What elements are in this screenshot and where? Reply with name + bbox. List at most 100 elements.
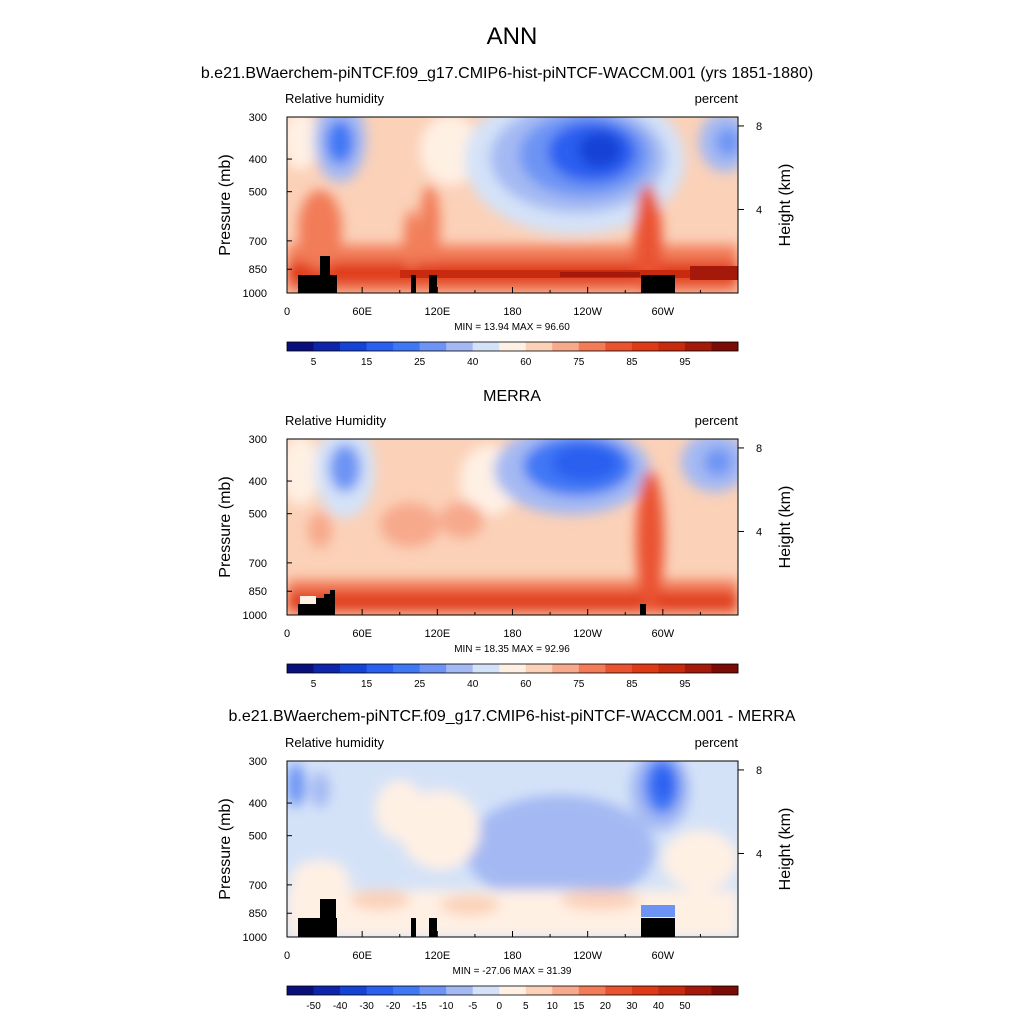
- units-label: percent: [695, 91, 739, 106]
- y2-tick-label: 4: [756, 848, 762, 860]
- colorbar-frame: [286, 985, 739, 996]
- colorbar-swatch: [578, 664, 606, 673]
- colorbar-swatch: [605, 664, 633, 673]
- panel-model: b.e21.BWaerchem-piNTCF.f09_g17.CMIP6-his…: [201, 65, 813, 368]
- y-tick-label: 500: [249, 187, 267, 199]
- colorbar-label: 5: [523, 1001, 529, 1012]
- colorbar-swatch: [525, 342, 553, 351]
- colorbar-label: -40: [333, 1001, 348, 1012]
- colorbar-swatch: [393, 664, 421, 673]
- x-tick-label: 120W: [573, 950, 602, 962]
- colorbar-swatch: [525, 986, 553, 995]
- colorbar-swatch: [340, 342, 367, 351]
- colorbar-swatch: [658, 664, 686, 673]
- x-tick-label: 180: [503, 950, 521, 962]
- colorbar-label: 95: [679, 357, 691, 368]
- colorbar-swatch: [446, 986, 474, 995]
- colorbar-swatch: [472, 664, 500, 673]
- panel-title: b.e21.BWaerchem-piNTCF.f09_g17.CMIP6-his…: [229, 708, 796, 725]
- colorbar-label: 40: [467, 679, 479, 690]
- min-max-stats: MIN = 13.94 MAX = 96.60: [454, 322, 570, 333]
- x-tick-label: 180: [503, 628, 521, 640]
- y-tick-label: 300: [249, 756, 267, 768]
- colorbar-frame: [286, 341, 739, 352]
- colorbar-swatch: [287, 986, 314, 995]
- y2-tick-label: 8: [756, 121, 762, 133]
- colorbar-swatch: [446, 342, 474, 351]
- colorbar-swatch: [605, 342, 633, 351]
- panel-title: b.e21.BWaerchem-piNTCF.f09_g17.CMIP6-his…: [201, 65, 813, 82]
- colorbar-swatch: [472, 342, 500, 351]
- colorbar-swatch: [366, 986, 394, 995]
- y2-axis-label: Height (km): [777, 808, 794, 891]
- colorbar-swatch: [711, 342, 739, 351]
- x-tick-label: 180: [503, 306, 521, 318]
- colorbar-label: -50: [306, 1001, 321, 1012]
- contour-field: [287, 439, 738, 615]
- colorbar-swatch: [631, 342, 659, 351]
- y-tick-label: 850: [249, 908, 267, 920]
- colorbar-swatch: [631, 664, 659, 673]
- x-tick-label: 60E: [352, 306, 372, 318]
- colorbar-swatch: [684, 342, 712, 351]
- y-tick-label: 1000: [243, 288, 267, 300]
- y2-tick-label: 8: [756, 443, 762, 455]
- x-tick-label: 120E: [424, 950, 450, 962]
- colorbar-swatch: [499, 986, 527, 995]
- colorbar-swatch: [313, 342, 341, 351]
- topography: [298, 590, 646, 615]
- units-label: percent: [695, 735, 739, 750]
- page-title: ANN: [487, 23, 538, 50]
- y-axis-label: Pressure (mb): [217, 798, 234, 899]
- colorbar-swatch: [578, 342, 606, 351]
- x-tick-label: 60E: [352, 950, 372, 962]
- colorbar-swatch: [393, 986, 421, 995]
- colorbar-label: -20: [386, 1001, 401, 1012]
- y-axis-label: Pressure (mb): [217, 154, 234, 255]
- colorbar-label: 85: [626, 357, 638, 368]
- x-tick-label: 120W: [573, 306, 602, 318]
- y-tick-label: 300: [249, 434, 267, 446]
- y-tick-label: 400: [249, 154, 267, 166]
- y-tick-label: 300: [249, 112, 267, 124]
- y-tick-label: 1000: [243, 610, 267, 622]
- y-axis-label: Pressure (mb): [217, 476, 234, 577]
- colorbar-swatch: [631, 986, 659, 995]
- colorbar-swatch: [340, 986, 367, 995]
- colorbar-swatch: [711, 986, 739, 995]
- topography: [298, 256, 675, 293]
- colorbar-label: -15: [412, 1001, 427, 1012]
- y2-axis-label: Height (km): [777, 164, 794, 247]
- colorbar-swatch: [552, 664, 580, 673]
- colorbar-label: 60: [520, 357, 532, 368]
- contour-field: [287, 117, 738, 293]
- colorbar-label: 50: [679, 1001, 691, 1012]
- colorbar-label: 0: [496, 1001, 502, 1012]
- y2-tick-label: 4: [756, 204, 762, 216]
- colorbar-swatch: [419, 664, 447, 673]
- y-tick-label: 1000: [243, 932, 267, 944]
- panel-title: MERRA: [483, 388, 541, 405]
- x-tick-label: 120E: [424, 306, 450, 318]
- colorbar-label: 15: [573, 1001, 585, 1012]
- y-tick-label: 700: [249, 558, 267, 570]
- colorbar-swatch: [366, 664, 394, 673]
- topography: [298, 899, 675, 937]
- variable-label: Relative humidity: [285, 91, 384, 106]
- x-tick-label: 60W: [652, 950, 675, 962]
- colorbar-swatch: [684, 986, 712, 995]
- contour-field: [287, 761, 738, 937]
- colorbar-swatch: [525, 664, 553, 673]
- colorbar-swatch: [313, 986, 341, 995]
- y-tick-label: 850: [249, 586, 267, 598]
- colorbar-swatch: [658, 342, 686, 351]
- colorbar-swatch: [711, 664, 739, 673]
- y-tick-label: 400: [249, 798, 267, 810]
- colorbar-swatch: [419, 342, 447, 351]
- colorbar-label: 95: [679, 679, 691, 690]
- colorbar-swatch: [472, 986, 500, 995]
- x-tick-label: 120E: [424, 628, 450, 640]
- min-max-stats: MIN = -27.06 MAX = 31.39: [453, 966, 572, 977]
- colorbar-swatch: [684, 664, 712, 673]
